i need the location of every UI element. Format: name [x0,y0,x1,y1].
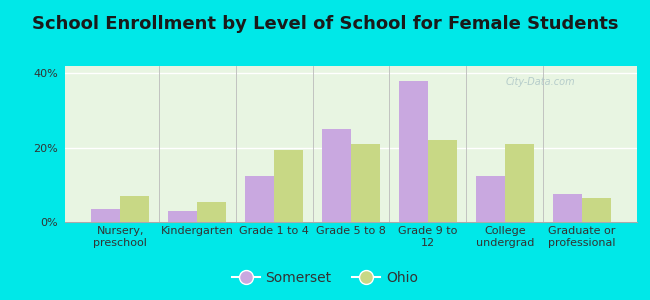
Bar [274,150,304,222]
Text: City-Data.com: City-Data.com [506,77,575,87]
Bar [476,176,505,222]
Legend: Somerset, Ohio: Somerset, Ohio [227,265,423,290]
Bar [351,144,380,222]
Bar [505,144,534,222]
Bar [552,194,582,222]
Text: School Enrollment by Level of School for Female Students: School Enrollment by Level of School for… [32,15,618,33]
Bar [582,198,611,222]
Bar [428,140,457,222]
Bar [120,196,150,222]
Bar [322,129,351,222]
Bar [398,81,428,222]
Bar [91,209,120,222]
Bar [168,211,197,222]
Bar [245,176,274,222]
Bar [197,202,226,222]
